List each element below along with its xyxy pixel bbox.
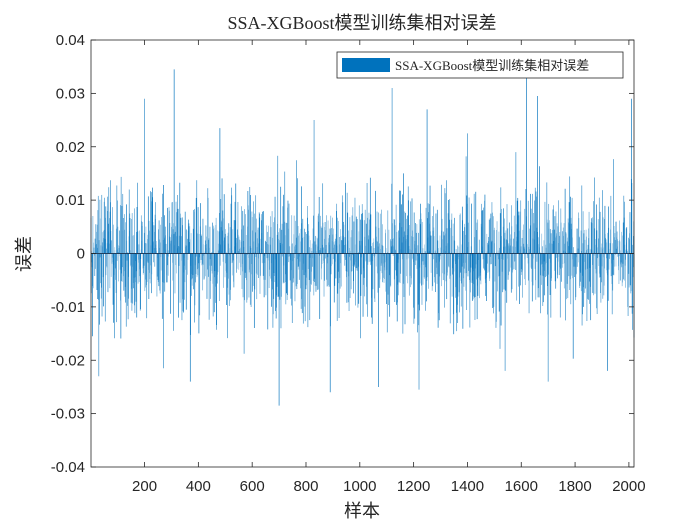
y-tick-label: 0 <box>77 246 85 263</box>
x-tick-label: 1200 <box>397 478 430 495</box>
y-tick-label: -0.03 <box>51 406 85 423</box>
y-tick-label: 0.02 <box>56 139 85 156</box>
axes-layer: -0.04 -0.03 -0.02 -0.01 0 0.01 0.02 0.03 0.04 200… <box>51 32 646 495</box>
y-tick-label: -0.04 <box>51 459 85 476</box>
x-tick-label: 2000 <box>612 478 645 495</box>
y-tick-label: 0.01 <box>56 192 85 209</box>
x-tick-label: 1800 <box>558 478 591 495</box>
x-tick-label: 600 <box>240 478 265 495</box>
x-tick-label: 1000 <box>343 478 376 495</box>
x-tick-label: 800 <box>293 478 318 495</box>
x-tick-label: 200 <box>132 478 157 495</box>
legend-label: SSA-XGBoost模型训练集相对误差 <box>395 58 589 73</box>
x-axis-title: 样本 <box>344 501 380 521</box>
y-tick-label: -0.01 <box>51 299 85 316</box>
x-tick-label: 1400 <box>451 478 484 495</box>
x-tick-label: 1600 <box>505 478 538 495</box>
y-tick-label: 0.03 <box>56 85 85 102</box>
y-tick-label: 0.04 <box>56 32 85 49</box>
bars-layer <box>90 69 635 406</box>
chart-title: SSA-XGBoost模型训练集相对误差 <box>227 13 496 33</box>
y-axis-title: 误差 <box>14 236 34 272</box>
y-tick-label: -0.02 <box>51 352 85 369</box>
x-tick-label: 400 <box>186 478 211 495</box>
legend-swatch <box>342 58 390 72</box>
legend: SSA-XGBoost模型训练集相对误差 <box>336 51 624 79</box>
